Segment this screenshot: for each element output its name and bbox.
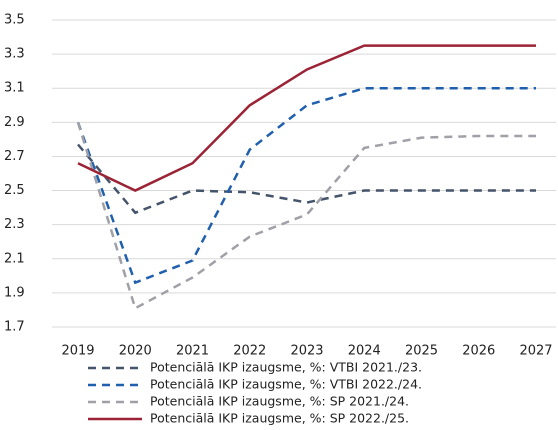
legend-label: Potenciālā IKP izaugsme, %: SP 2021./24.: [150, 394, 409, 409]
legend-label: Potenciālā IKP izaugsme, %: SP 2022./25.: [150, 411, 409, 426]
y-tick-label: 3.5: [4, 13, 25, 28]
legend-label: Potenciālā IKP izaugsme, %: VTBI 2022./2…: [150, 377, 422, 392]
x-tick-label: 2026: [462, 344, 495, 359]
x-tick-label: 2027: [519, 344, 552, 359]
series-line: [77, 143, 536, 215]
y-tick-label: 3.3: [4, 47, 25, 62]
y-tick-label: 1.9: [4, 285, 25, 300]
x-tick-label: 2020: [119, 344, 152, 359]
y-tick-label: 1.7: [4, 320, 25, 335]
y-tick-label: 2.3: [4, 217, 25, 232]
y-tick-label: 2.9: [4, 115, 25, 130]
y-tick-label: 2.1: [4, 251, 25, 266]
series-line: [77, 44, 536, 192]
x-tick-label: 2022: [233, 344, 266, 359]
y-tick-label: 2.7: [4, 149, 25, 164]
legend-label: Potenciālā IKP izaugsme, %: VTBI 2021./2…: [150, 360, 422, 375]
series-line: [76, 121, 536, 311]
x-tick-label: 2023: [290, 344, 323, 359]
x-tick-label: 2021: [176, 344, 209, 359]
y-tick-label: 2.5: [4, 183, 25, 198]
x-tick-label: 2025: [405, 344, 438, 359]
x-tick-label: 2024: [348, 344, 381, 359]
x-tick-label: 2019: [61, 344, 94, 359]
y-tick-label: 3.1: [4, 81, 25, 96]
